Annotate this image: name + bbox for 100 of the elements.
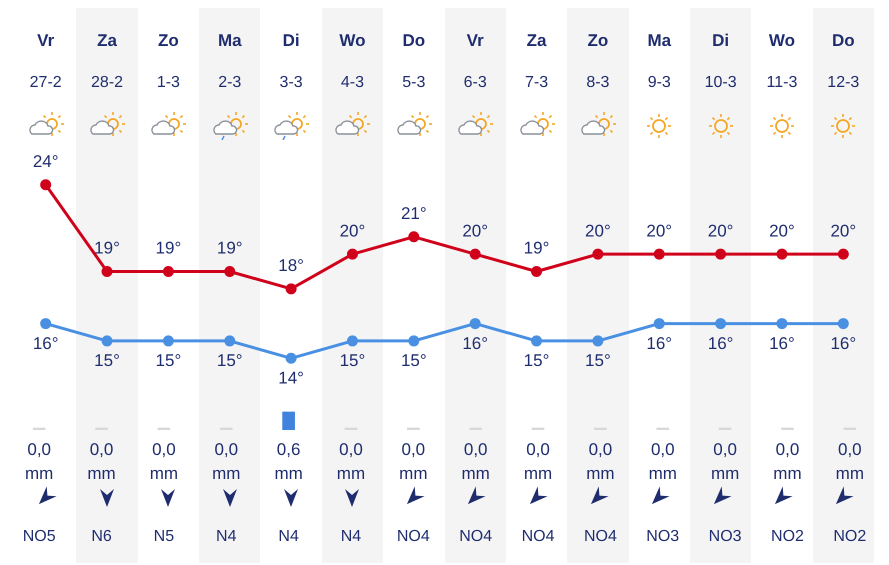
data-label: 20° <box>708 221 734 240</box>
data-label: 0,0 <box>838 440 862 459</box>
text: Zo <box>588 31 608 50</box>
text: mm <box>648 464 677 483</box>
text: mm <box>710 464 740 483</box>
data-label: 0,0 <box>152 440 176 459</box>
point <box>162 266 174 277</box>
data-label: 15° <box>156 351 182 370</box>
point <box>470 318 481 330</box>
text: NO4 <box>396 528 430 545</box>
data-label: 20° <box>646 221 672 240</box>
text: Vr <box>37 31 55 50</box>
text: N4 <box>340 528 362 545</box>
text: mm <box>399 464 428 483</box>
data-label: 15° <box>94 351 120 370</box>
point <box>531 266 542 277</box>
point <box>592 248 604 260</box>
point <box>346 248 358 260</box>
data-label: 20° <box>585 221 611 240</box>
text: Ma <box>218 31 242 50</box>
point <box>838 318 849 330</box>
text: mm <box>25 464 54 483</box>
point <box>531 335 542 346</box>
point <box>224 335 236 346</box>
text: mm <box>524 464 552 483</box>
point <box>654 248 665 260</box>
data-label: 0,0 <box>214 440 238 459</box>
data-label: 20° <box>340 221 366 240</box>
data-label: 16° <box>646 334 672 353</box>
text: mm <box>150 464 178 483</box>
point <box>715 318 726 330</box>
x-tick-label: 4-3 <box>340 74 364 91</box>
point <box>408 335 420 346</box>
data-label: 0,0 <box>713 440 737 459</box>
text: Wo <box>768 31 796 50</box>
text: Zo <box>158 31 179 50</box>
point <box>162 335 174 346</box>
data-label: 16° <box>769 334 795 353</box>
data-label: 15° <box>585 351 611 370</box>
x-tick-label: 3-3 <box>280 74 303 91</box>
data-label: 19° <box>156 238 182 258</box>
data-label: 0,0 <box>650 440 675 459</box>
data-label: 19° <box>94 238 120 258</box>
data-label: 0,6 <box>276 440 300 459</box>
data-label: 14° <box>278 368 304 388</box>
point <box>408 231 420 242</box>
text: NO4 <box>584 528 617 545</box>
data-label: 16° <box>462 334 488 353</box>
point <box>470 248 481 260</box>
text: Di <box>282 31 300 50</box>
data-label: 16° <box>708 334 734 353</box>
text: NO4 <box>522 528 555 545</box>
point <box>40 318 52 330</box>
data-label: 20° <box>830 221 856 240</box>
point <box>838 248 849 260</box>
data-label: 0,0 <box>402 440 426 459</box>
data-label: 21° <box>400 204 427 223</box>
text: NO3 <box>646 528 680 545</box>
text: mm <box>336 464 366 483</box>
x-tick-label: 27-2 <box>30 74 62 91</box>
data-label: 19° <box>216 238 243 258</box>
point <box>776 248 788 260</box>
x-tick-label: 11-3 <box>766 74 798 91</box>
text: mm <box>274 464 303 483</box>
point <box>286 283 297 294</box>
text: NO5 <box>22 528 56 545</box>
text: N4 <box>216 528 237 545</box>
data-label: 15° <box>340 351 366 370</box>
data-label: 15° <box>400 351 427 370</box>
text: NO3 <box>708 528 742 545</box>
x-tick-label: 5-3 <box>402 74 426 91</box>
x-tick-label: 9-3 <box>648 74 671 91</box>
text: NO2 <box>833 528 866 545</box>
text: Za <box>97 31 118 50</box>
point <box>40 179 52 190</box>
x-tick-label: 28-2 <box>91 74 124 91</box>
data-label: 24° <box>32 152 59 171</box>
text: N5 <box>154 528 174 545</box>
x-tick-label: 12-3 <box>827 74 860 91</box>
point <box>654 318 665 330</box>
text: Vr <box>466 31 484 50</box>
point <box>224 266 236 277</box>
text: Wo <box>339 31 366 50</box>
data-label: 0,0 <box>27 440 51 459</box>
text: mm <box>586 464 615 483</box>
point <box>592 335 604 346</box>
text: mm <box>87 464 116 483</box>
text: Do <box>402 31 426 50</box>
text: mm <box>462 464 490 483</box>
data-label: 15° <box>524 351 550 370</box>
text: Za <box>526 31 547 50</box>
x-tick-label: 1-3 <box>156 74 180 91</box>
data-label: 0,0 <box>90 440 114 459</box>
data-label: 0,0 <box>776 440 800 459</box>
data-label: 15° <box>216 351 243 370</box>
data-label: 0,0 <box>339 440 363 459</box>
text: mm <box>773 464 802 483</box>
x-tick-label: 8-3 <box>586 74 610 91</box>
point <box>346 335 358 346</box>
x-tick-label: 7-3 <box>524 74 548 91</box>
